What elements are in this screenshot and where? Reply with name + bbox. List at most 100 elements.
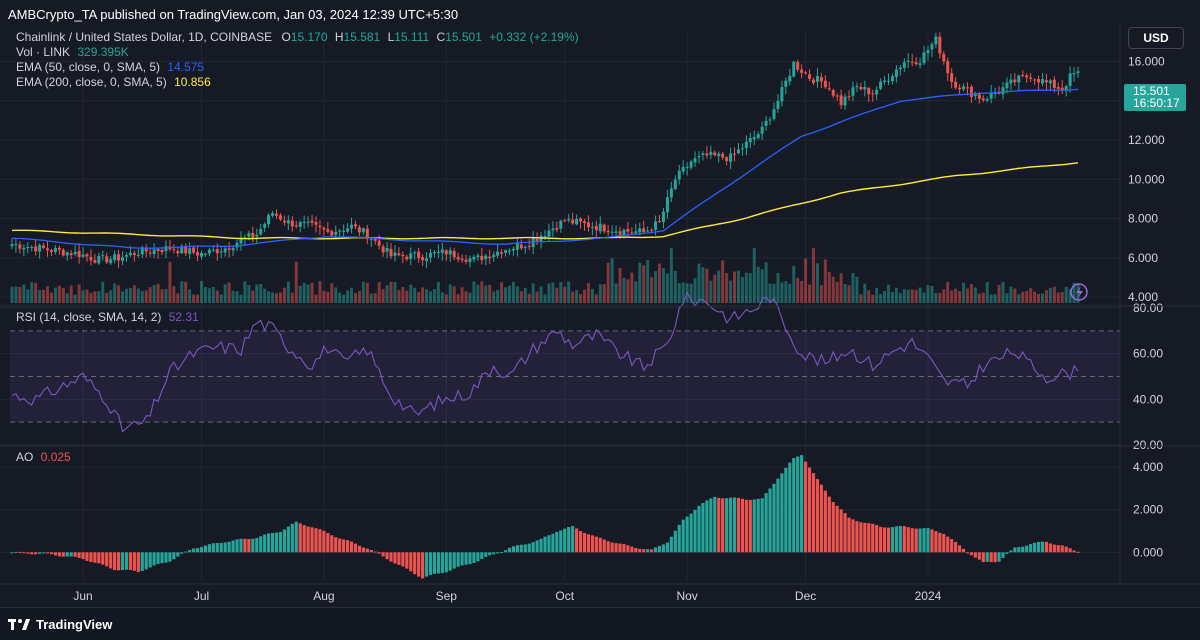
volume-bar [425, 289, 429, 303]
rsi-legend[interactable]: RSI (14, close, SMA, 14, 2) 52.31 [16, 310, 199, 324]
volume-bar [124, 288, 128, 303]
price-axis[interactable]: 16.00014.00012.00010.0008.0006.0004.0008… [1128, 54, 1165, 559]
volume-bar [484, 285, 488, 303]
ao-bar [614, 543, 618, 553]
volume-bar [602, 284, 606, 303]
candle-body [507, 250, 511, 252]
candle-body [282, 220, 286, 223]
ao-bar [286, 526, 290, 553]
candle-body [310, 220, 314, 223]
candle-body [851, 87, 855, 96]
volume-bar [985, 282, 989, 303]
volume-bar [298, 285, 302, 303]
candle-body [918, 63, 922, 65]
candle-body [511, 248, 515, 251]
volume-bar [784, 281, 788, 303]
volume-bar [26, 289, 30, 303]
time-tick-label: Jun [73, 589, 92, 603]
ao-bar [902, 526, 906, 553]
volume-bar [393, 281, 397, 303]
ao-bar [1044, 541, 1049, 553]
volume-bar [1033, 291, 1037, 303]
candle-body [527, 246, 531, 248]
candle-body [954, 81, 958, 88]
volume-bar [962, 282, 966, 303]
volume-bar [436, 281, 440, 303]
ao-bar [882, 527, 887, 553]
lightning-icon[interactable] [1070, 283, 1088, 301]
candle-body [235, 242, 239, 248]
ao-bar [172, 552, 176, 560]
ao-bar [855, 521, 859, 553]
volume-bar [428, 291, 432, 303]
volume-bar [144, 290, 148, 303]
ema50-legend[interactable]: EMA (50, close, 0, SMA, 5) 14.575 [16, 60, 204, 74]
ao-bar [326, 532, 330, 553]
volume-legend[interactable]: Vol · LINK 329.395K [16, 45, 129, 59]
ao-bar [650, 549, 654, 553]
volume-bar [310, 282, 314, 303]
ao-legend[interactable]: AO 0.025 [16, 450, 71, 464]
candle-body [334, 231, 338, 235]
volume-bar [101, 281, 105, 303]
candle-body [263, 224, 267, 228]
candle-body [105, 256, 109, 263]
volume-bar [1021, 291, 1025, 303]
ao-bar [559, 530, 563, 553]
volume-bar [180, 281, 184, 303]
time-axis[interactable]: Jun Jul Aug Sep Oct Nov Dec 2024 [73, 589, 941, 603]
volume-bar [930, 285, 934, 303]
ao-bar [752, 499, 756, 553]
candle-body [444, 250, 448, 255]
volume-bar [697, 263, 701, 303]
volume-bar [413, 287, 417, 303]
ao-bar [863, 522, 867, 553]
price-tick-label: 12.000 [1128, 133, 1165, 147]
candle-body [432, 252, 436, 254]
ao-bar [132, 552, 136, 571]
candle-body [887, 80, 891, 82]
volume-bar [361, 281, 365, 303]
ao-bar [1040, 541, 1045, 553]
volume-bar [1013, 288, 1017, 303]
ao-bar [598, 537, 602, 553]
volume-bar [764, 262, 768, 303]
candle-body [239, 238, 243, 244]
ao-bar [184, 551, 188, 553]
ao-bar [586, 534, 591, 553]
time-tick-label: Sep [436, 589, 458, 603]
ao-tick-label: 0.000 [1133, 545, 1163, 559]
volume-bar [725, 273, 729, 303]
volume-bar [776, 272, 780, 303]
ema200-legend[interactable]: EMA (200, close, 0, SMA, 5) 10.856 [16, 75, 211, 89]
volume-bar [551, 282, 555, 303]
volume-bar [894, 287, 898, 303]
ao-tick-label: 4.000 [1133, 460, 1163, 474]
volume-bar [811, 248, 815, 303]
ao-bar [997, 552, 1001, 562]
symbol-legend[interactable]: Chainlink / United States Dollar, 1D, CO… [16, 30, 579, 44]
ao-bar [322, 530, 326, 553]
currency-button[interactable]: USD [1128, 27, 1184, 49]
candle-body [796, 62, 800, 70]
ao-bar [69, 552, 73, 557]
chart-canvas[interactable]: 16.00014.00012.00010.0008.0006.0004.0008… [0, 0, 1200, 607]
candle-body [997, 92, 1001, 94]
candle-body [764, 120, 768, 126]
candle-body [965, 87, 969, 89]
ao-bar [113, 552, 117, 571]
panel-dividers[interactable] [0, 25, 1200, 585]
ao-bar [957, 545, 962, 553]
ao-bar [1076, 551, 1080, 553]
candle-body [488, 256, 492, 259]
ao-bar [740, 498, 744, 553]
volume-bar [1040, 293, 1044, 303]
volume-bar [231, 290, 235, 303]
candle-body [531, 238, 535, 248]
candle-body [377, 240, 381, 246]
tradingview-logo[interactable]: TradingView [8, 617, 112, 632]
ao-bar [681, 519, 685, 553]
candle-body [930, 44, 934, 50]
candle-body [180, 246, 184, 254]
candle-body [559, 220, 563, 229]
